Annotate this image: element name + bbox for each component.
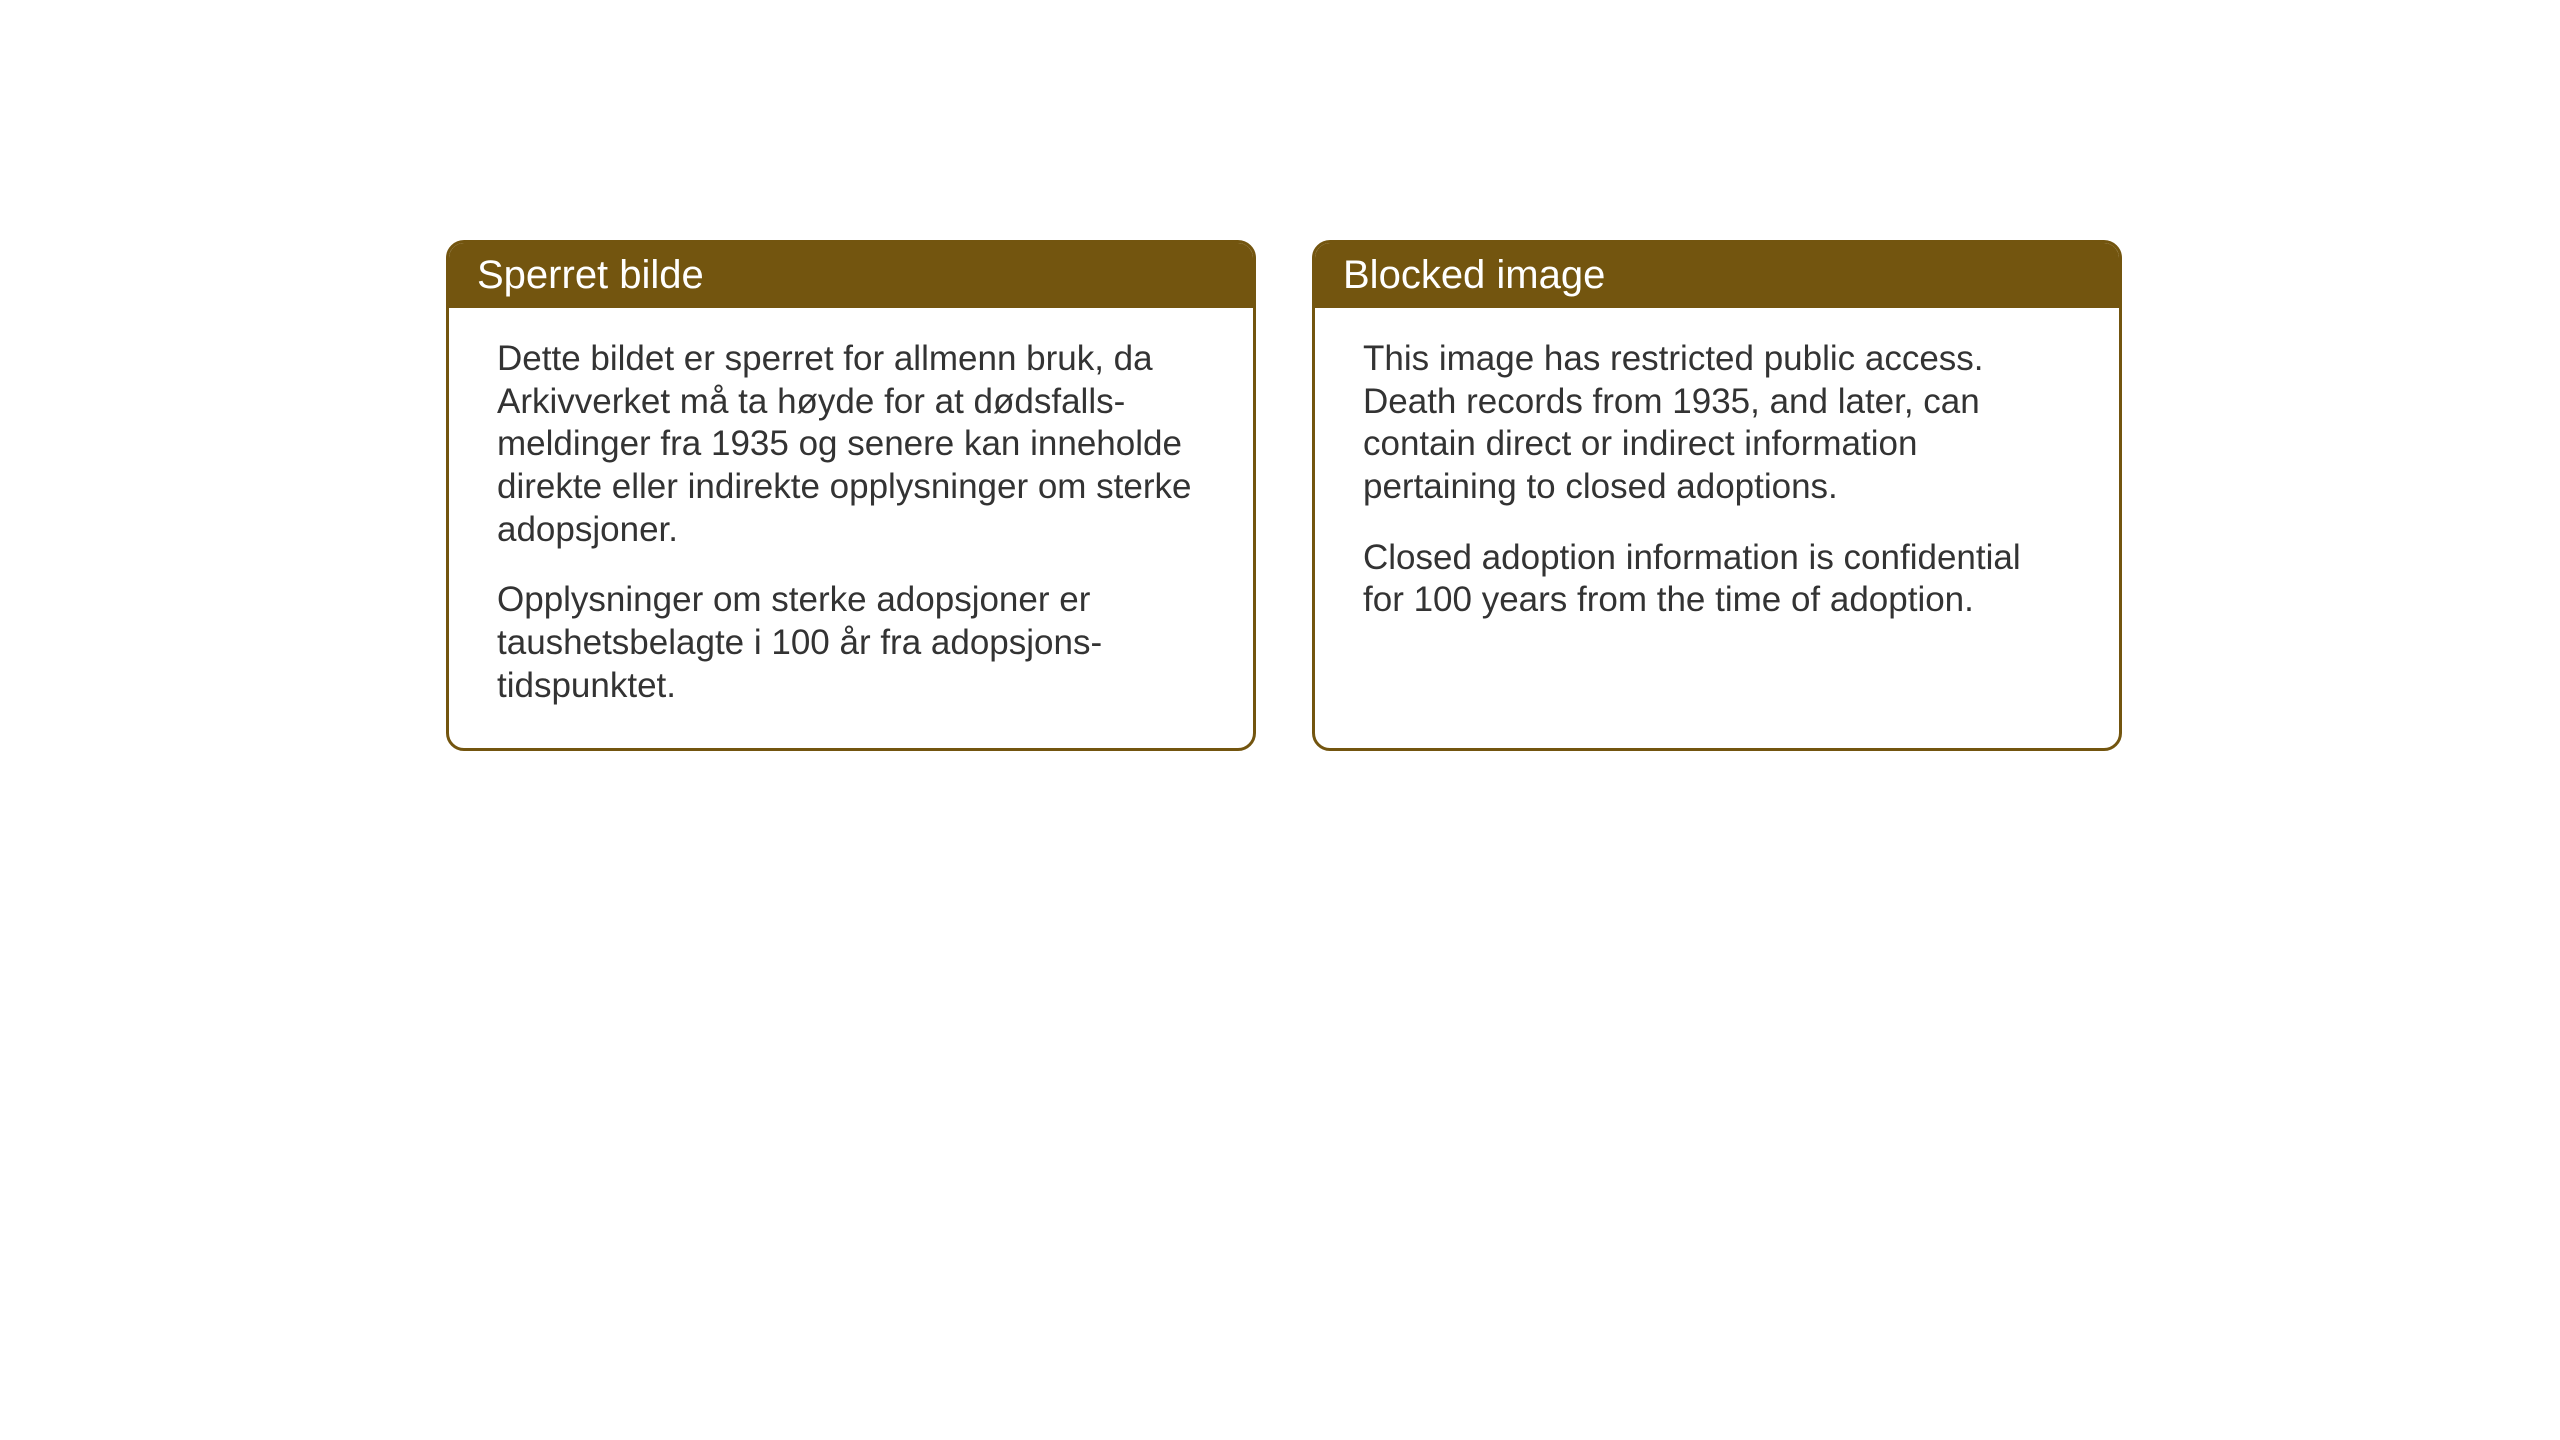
notice-container: Sperret bilde Dette bildet er sperret fo… (446, 240, 2122, 751)
english-notice-card: Blocked image This image has restricted … (1312, 240, 2122, 751)
norwegian-card-title: Sperret bilde (449, 243, 1253, 308)
english-paragraph-1: This image has restricted public access.… (1363, 338, 2071, 509)
english-card-title: Blocked image (1315, 243, 2119, 308)
norwegian-notice-card: Sperret bilde Dette bildet er sperret fo… (446, 240, 1256, 751)
norwegian-paragraph-1: Dette bildet er sperret for allmenn bruk… (497, 338, 1205, 551)
norwegian-paragraph-2: Opplysninger om sterke adopsjoner er tau… (497, 579, 1205, 707)
english-card-body: This image has restricted public access.… (1315, 308, 2119, 662)
english-paragraph-2: Closed adoption information is confident… (1363, 537, 2071, 622)
norwegian-card-body: Dette bildet er sperret for allmenn bruk… (449, 308, 1253, 748)
